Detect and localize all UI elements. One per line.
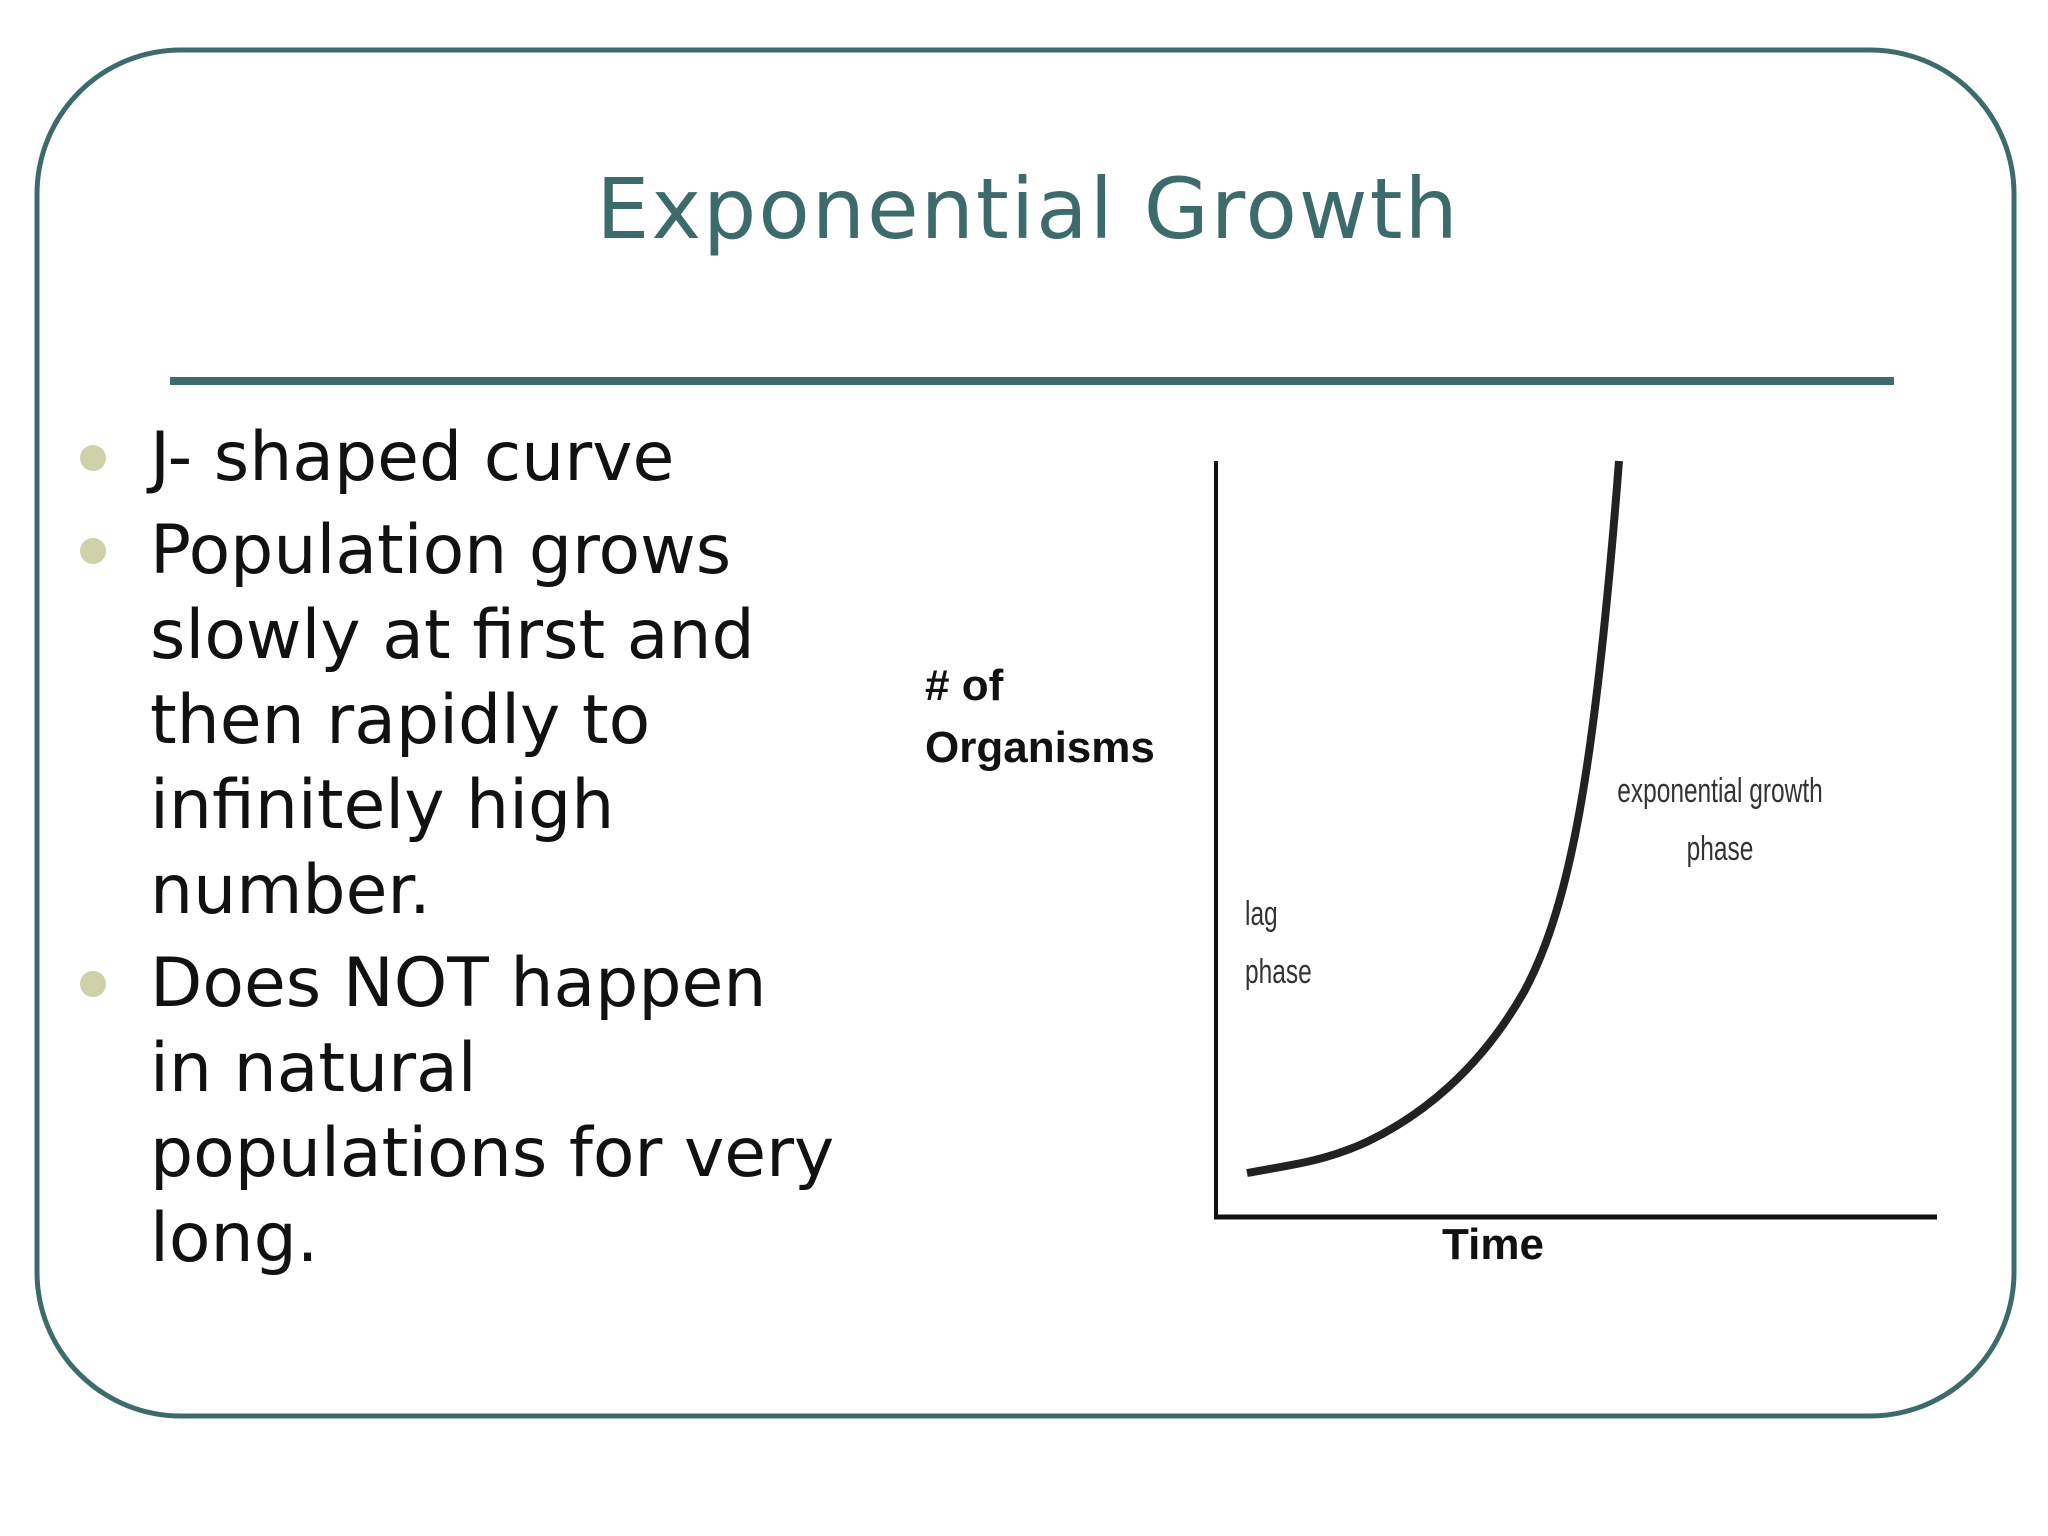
bullet-list: J- shaped curve Population grows slowly …	[80, 415, 840, 1289]
y-axis-label: # of Organisms	[925, 661, 1155, 772]
slide-frame	[34, 47, 2017, 1419]
x-axis-label: Time	[1442, 1220, 1544, 1269]
bullet: Population grows slowly at first and the…	[80, 508, 840, 933]
slide-title: Exponential Growth	[596, 160, 1460, 258]
growth-curve	[1246, 460, 1623, 1177]
annotation: lag phase	[1245, 895, 1312, 991]
bullet: J- shaped curve	[80, 415, 840, 500]
annotation: exponential growth phase	[1617, 772, 1823, 868]
bullet: Does NOT happen in natural populations f…	[80, 941, 840, 1281]
